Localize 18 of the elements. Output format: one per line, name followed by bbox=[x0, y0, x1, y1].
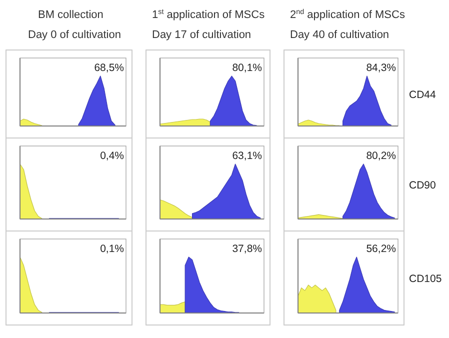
chart-subtitle: Day 17 of cultivation bbox=[152, 29, 252, 41]
text: 56,2% bbox=[366, 243, 396, 255]
chart-subtitle: Day 40 of cultivation bbox=[290, 29, 390, 41]
text: CD105 bbox=[409, 273, 442, 285]
text: CD90 bbox=[409, 180, 436, 192]
chart-title: BM collection bbox=[38, 9, 104, 21]
chart-title: 1$^{st}$ application of MSCs bbox=[152, 8, 266, 21]
text: 68,5% bbox=[94, 62, 124, 74]
text: 37,8% bbox=[232, 243, 262, 255]
chart-subtitle: Day 0 of cultivation bbox=[28, 29, 121, 41]
text: 80,2% bbox=[366, 150, 396, 162]
text: 80,1% bbox=[232, 62, 262, 74]
text: 0,1% bbox=[100, 243, 124, 255]
text: CD44 bbox=[409, 89, 436, 101]
text: 63,1% bbox=[232, 150, 262, 162]
text: 84,3% bbox=[366, 62, 396, 74]
chart-title: 2$^{nd}$ application of MSCs bbox=[290, 8, 406, 21]
text: 0,4% bbox=[100, 150, 124, 162]
